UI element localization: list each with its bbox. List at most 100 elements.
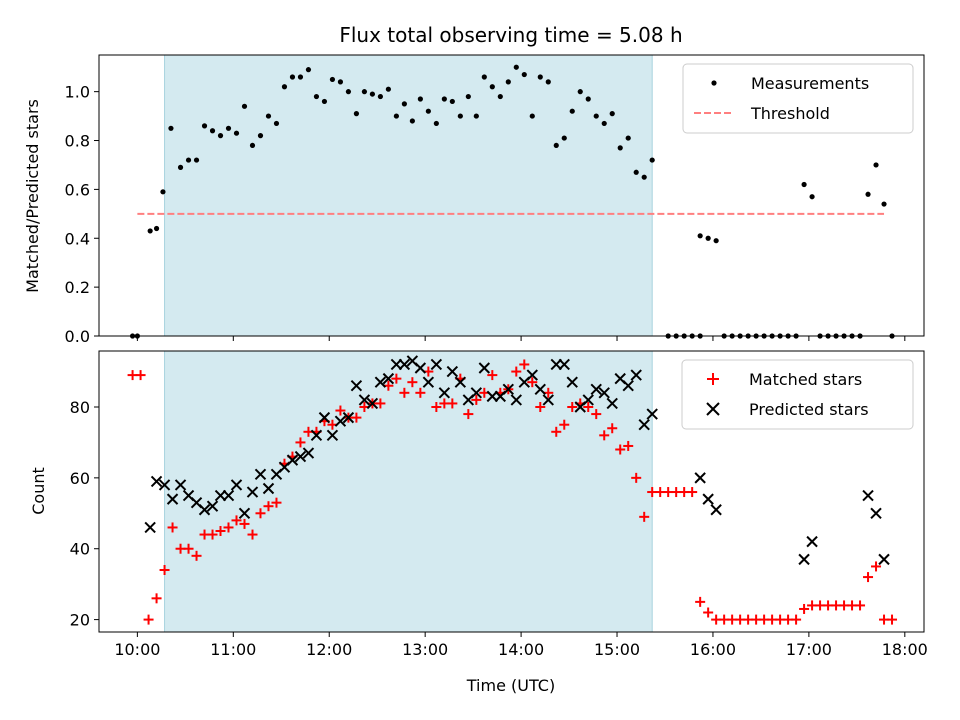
matched-stars-point [407, 377, 418, 388]
measurements-point [537, 74, 543, 80]
bottom-legend-label-matched: Matched stars [749, 370, 862, 389]
predicted-stars-point [166, 493, 179, 505]
matched-stars-point [159, 564, 170, 575]
matched-stars-point [855, 600, 866, 611]
matched-stars-point [527, 377, 538, 388]
predicted-stars-point [622, 380, 634, 392]
matched-stars-point [639, 511, 650, 522]
predicted-stars-point [374, 376, 387, 388]
measurements-point [865, 191, 871, 197]
top-ytick-label: 0.4 [65, 229, 90, 248]
measurements-point [241, 103, 248, 109]
measurements-point [569, 108, 575, 114]
measurements-point [873, 162, 879, 168]
top-legend-label-threshold: Threshold [750, 104, 830, 123]
measurements-point [481, 74, 487, 80]
predicted-stars-point [294, 450, 307, 463]
predicted-stars-point [630, 369, 642, 381]
matched-stars-legend-marker [707, 373, 719, 385]
measurements-point [193, 157, 200, 163]
matched-stars-point [415, 387, 426, 398]
measurements-point [361, 89, 368, 95]
measurements-point [353, 111, 360, 117]
bottom-legend-box [681, 359, 914, 430]
measurements-point [345, 89, 352, 95]
bottom-xtick-label: 12:00 [306, 640, 352, 659]
measurements-point [489, 84, 495, 90]
measurements-point [305, 67, 312, 73]
predicted-stars-point [606, 397, 618, 410]
predicted-stars-point [590, 383, 602, 395]
matched-stars-point [447, 398, 458, 409]
matched-stars-point [567, 401, 578, 412]
predicted-stars-point [246, 486, 259, 498]
measurements-point [160, 189, 166, 195]
top-panel-xticks [136, 336, 906, 341]
predicted-stars-point [150, 475, 163, 488]
predicted-stars-point [638, 418, 650, 431]
matched-stars-point [599, 430, 610, 441]
predicted-stars-point [144, 521, 156, 534]
matched-stars-point [335, 405, 346, 416]
predicted-stars-point [558, 358, 570, 371]
measurements-point [497, 93, 503, 100]
predicted-stars-point [302, 447, 315, 459]
matched-stars-point [703, 607, 714, 618]
measurements-point [168, 125, 174, 131]
measurements-point [289, 74, 296, 80]
predicted-stars-point [502, 383, 515, 395]
measurements-point [529, 113, 535, 119]
measurements-legend-marker [711, 80, 717, 86]
bottom-xtick-label: 15:00 [594, 640, 640, 659]
bottom-ytick-label: 80 [70, 398, 90, 417]
measurements-point [513, 64, 519, 70]
predicted-stars-point [198, 504, 211, 516]
predicted-stars-point [334, 415, 347, 427]
bottom-panel-xticks: 10:00 11:00 12:00 13:00 14:00 15:00 16:00 17:00… [114, 632, 928, 659]
measurements-point [545, 79, 551, 85]
top-panel-ylabel: Matched/Predicted stars [23, 99, 42, 293]
top-ytick-label: 0.0 [65, 327, 90, 346]
measurements-point [441, 96, 447, 102]
matched-stars-point [351, 412, 362, 423]
predicted-stars-point [254, 468, 267, 481]
predicted-stars-point [286, 454, 299, 466]
top-panel-frame [98, 54, 925, 337]
measurements-point [417, 96, 423, 102]
bottom-xtick-label: 13:00 [402, 640, 448, 659]
measurements-point [881, 201, 887, 207]
matched-stars-point [559, 419, 570, 430]
bottom-xtick-label: 14:00 [498, 640, 544, 659]
matched-stars-point [255, 508, 266, 519]
measurements-point [393, 113, 399, 119]
predicted-stars-point [694, 472, 706, 484]
matched-stars-point [271, 497, 282, 508]
measurements-point [601, 120, 607, 127]
measurements-point [553, 142, 559, 149]
measurements-point [577, 89, 583, 95]
predicted-stars-point [526, 369, 538, 381]
matched-stars-point [887, 614, 898, 625]
bottom-panel-frame [98, 350, 925, 633]
matched-stars-point [871, 561, 882, 572]
predicted-stars-point [358, 394, 371, 406]
matched-stars-point [239, 518, 250, 529]
predicted-stars-point [454, 376, 467, 388]
measurements-point [153, 225, 160, 232]
bottom-xtick-label: 17:00 [786, 640, 832, 659]
measurements-point [225, 125, 232, 131]
top-legend-label-measurements: Measurements [751, 74, 869, 93]
predicted-stars-point [174, 479, 187, 491]
predicted-stars-point [646, 408, 658, 420]
matched-stars-point [207, 529, 218, 540]
measurements-point [147, 228, 153, 234]
top-panel: 0.0 0.2 0.4 0.6 0.8 1.0 Flux total observing … [23, 23, 925, 346]
measurements-point [705, 235, 711, 241]
measurements-point [329, 76, 336, 83]
measurements-point [801, 181, 807, 188]
measurements-point [641, 174, 647, 180]
measurements-point [561, 135, 567, 141]
predicted-stars-point [542, 394, 554, 406]
predicted-stars-point [710, 504, 722, 516]
bottom-xtick-label: 16:00 [690, 640, 736, 659]
